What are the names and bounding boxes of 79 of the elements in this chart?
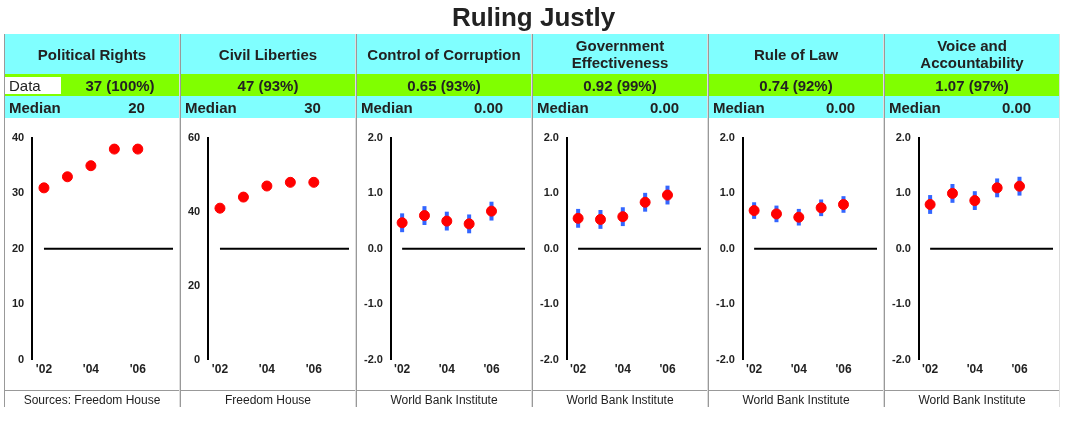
x-tick-label: '04 — [966, 362, 984, 377]
y-tick-label: -2.0 — [363, 352, 383, 365]
y-tick-label: 0.0 — [543, 241, 559, 254]
text: World Bank Institute — [533, 390, 707, 407]
x-tick-label: '06 — [129, 362, 147, 377]
text: Median — [888, 98, 942, 116]
x-tick-label: '06 — [659, 362, 676, 377]
y-tick-label: 0.0 — [367, 241, 383, 254]
text: 0.00 — [648, 98, 681, 116]
y-tick-label: -1.0 — [891, 297, 911, 310]
text: 0.92 (99%) — [533, 76, 707, 94]
text: Median — [184, 98, 238, 116]
text: Median — [536, 98, 590, 116]
chart-title: Political Rights — [5, 34, 179, 74]
y-tick-label: 0.0 — [719, 241, 735, 254]
x-tick-label: '04 — [438, 362, 456, 377]
text: World Bank Institute — [885, 390, 1059, 407]
x-tick-label: '02 — [746, 362, 763, 377]
chart-title: Civil Liberties — [181, 34, 355, 74]
text: 1.07 (97%) — [885, 76, 1059, 94]
y-tick-label: 40 — [11, 131, 25, 144]
text: 0.00 — [472, 98, 505, 116]
chart-title: Voice and Accountability — [885, 34, 1059, 74]
y-tick-label: 1.0 — [543, 186, 559, 199]
x-tick-label: '06 — [305, 362, 323, 377]
y-tick-label: 40 — [187, 204, 201, 217]
y-tick-label: -1.0 — [715, 297, 735, 310]
text: 47 (93%) — [181, 76, 355, 94]
x-tick-label: '06 — [483, 362, 500, 377]
y-tick-label: -2.0 — [891, 352, 911, 365]
y-tick-label: 20 — [187, 278, 201, 291]
x-tick-label: '04 — [258, 362, 276, 377]
y-tick-label: 0.0 — [895, 241, 911, 254]
y-tick-label: 0 — [194, 352, 201, 365]
y-tick-label: -2.0 — [539, 352, 559, 365]
text: Median — [8, 98, 62, 116]
text: 37 (100%) — [84, 76, 156, 94]
x-tick-label: '06 — [835, 362, 852, 377]
text: Freedom House — [181, 390, 355, 407]
x-tick-label: '04 — [790, 362, 808, 377]
y-tick-label: 2.0 — [367, 131, 383, 144]
text: 30 — [303, 98, 322, 116]
text: 20 — [127, 98, 146, 116]
text: 0.74 (92%) — [709, 76, 883, 94]
x-tick-label: '04 — [82, 362, 100, 377]
text: Median — [360, 98, 414, 116]
y-tick-label: -1.0 — [539, 297, 559, 310]
y-tick-label: 60 — [187, 131, 201, 144]
x-tick-label: '02 — [394, 362, 411, 377]
y-tick-label: 2.0 — [719, 131, 735, 144]
y-tick-label: 0 — [18, 352, 25, 365]
x-tick-label: '06 — [1011, 362, 1028, 377]
y-tick-label: 1.0 — [719, 186, 735, 199]
chart-title: Control of Corruption — [357, 34, 531, 74]
x-tick-label: '02 — [570, 362, 587, 377]
text: 0.65 (93%) — [357, 76, 531, 94]
y-tick-label: 10 — [11, 297, 25, 310]
text: World Bank Institute — [709, 390, 883, 407]
x-tick-label: '02 — [35, 362, 53, 377]
x-tick-label: '04 — [614, 362, 632, 377]
text: 0.00 — [1000, 98, 1033, 116]
x-tick-label: '02 — [922, 362, 939, 377]
y-tick-label: -2.0 — [715, 352, 735, 365]
source-note: Sources: Freedom House — [5, 390, 179, 407]
y-tick-label: -1.0 — [363, 297, 383, 310]
text: Median — [712, 98, 766, 116]
text: World Bank Institute — [357, 390, 531, 407]
text: Data — [5, 76, 61, 94]
text: 0.00 — [824, 98, 857, 116]
y-tick-label: 20 — [11, 241, 25, 254]
y-tick-label: 2.0 — [895, 131, 911, 144]
y-tick-label: 1.0 — [895, 186, 911, 199]
chart-title: Government Effectiveness — [533, 34, 707, 74]
y-tick-label: 2.0 — [543, 131, 559, 144]
y-tick-label: 1.0 — [367, 186, 383, 199]
y-tick-label: 30 — [11, 186, 25, 199]
x-tick-label: '02 — [211, 362, 229, 377]
chart-title: Rule of Law — [709, 34, 883, 74]
text: Ruling Justly — [450, 1, 617, 34]
